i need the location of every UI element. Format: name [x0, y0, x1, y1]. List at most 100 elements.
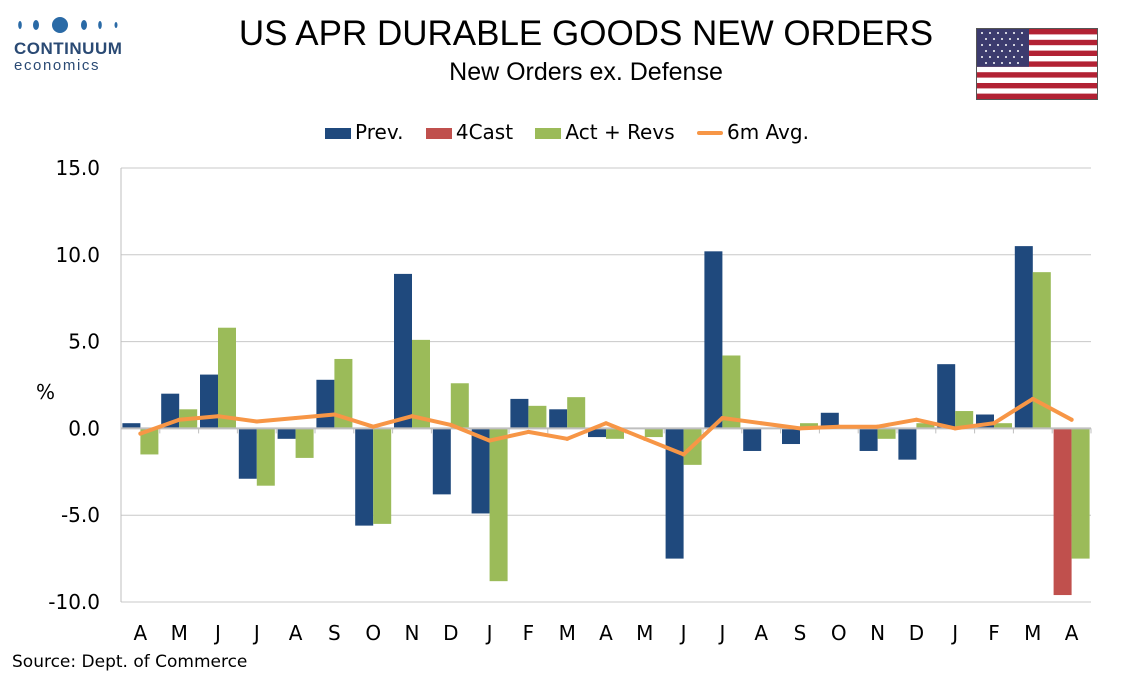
bar-act-revs [1071, 428, 1090, 559]
bar-act-revs [994, 423, 1012, 429]
point-6m-avg [1069, 417, 1074, 422]
bar-prev [1014, 246, 1033, 429]
x-tick-label: M [171, 621, 188, 645]
bar-prev [355, 428, 374, 526]
point-6m-avg [216, 414, 220, 419]
bar-act-revs [800, 423, 818, 429]
x-tick-label: A [289, 621, 303, 645]
legend-item-4cast: 4Cast [425, 119, 514, 144]
legend-label-prev: Prev. [355, 119, 404, 144]
legend-swatch-4cast [425, 127, 452, 139]
point-6m-avg [992, 421, 996, 426]
legend-label-4cast: 4Cast [455, 119, 514, 144]
point-6m-avg [914, 417, 919, 422]
point-6m-avg [720, 415, 725, 420]
x-tick-label: J [252, 621, 260, 645]
point-6m-avg [798, 426, 802, 431]
bar-prev [898, 428, 917, 460]
bar-prev [471, 428, 490, 514]
x-tick-label: A [134, 621, 148, 645]
bar-act-revs [373, 428, 392, 524]
bar-prev [432, 428, 451, 495]
chart-title: US APR DURABLE GOODS NEW ORDERS [238, 14, 934, 53]
point-6m-avg [410, 414, 414, 419]
bar-prev [549, 409, 568, 429]
x-tick-label: O [365, 621, 381, 645]
x-tick-label: A [599, 621, 613, 645]
bar-prev [510, 398, 529, 429]
bar-act-revs [412, 339, 430, 429]
source-note: Source: Dept. of Commerce [12, 652, 248, 672]
y-tick-label: -10.0 [48, 590, 100, 614]
bar-act-revs [528, 405, 547, 429]
bar-prev [937, 364, 956, 429]
point-6m-avg [759, 421, 764, 426]
y-tick-label: 15.0 [55, 156, 100, 180]
y-tick-label: -5.0 [61, 503, 100, 527]
bar-act-revs [916, 423, 935, 429]
bar-act-revs [489, 428, 508, 582]
legend-item-actual: Act + Revs [535, 119, 675, 144]
bar-act-revs [567, 397, 586, 429]
point-6m-avg [1030, 396, 1035, 401]
bar-act-revs [606, 428, 624, 439]
point-6m-avg [138, 431, 143, 436]
bar-act-revs [877, 428, 896, 439]
x-tick-label: M [1024, 621, 1041, 645]
x-tick-label: J [213, 621, 221, 645]
bar-prev [588, 428, 606, 438]
bar-act-revs [140, 428, 159, 455]
bar-prev [238, 428, 257, 479]
point-6m-avg [448, 422, 453, 427]
point-6m-avg [565, 436, 570, 441]
x-tick-label: J [485, 621, 493, 645]
point-6m-avg [371, 424, 376, 429]
x-tick-label: N [870, 621, 885, 645]
legend-swatch-prev [325, 127, 352, 139]
x-tick-label: N [405, 621, 420, 645]
point-6m-avg [293, 415, 298, 420]
bar-prev [277, 428, 296, 439]
point-6m-avg [642, 436, 647, 441]
legend-item-6m-avg: 6m Avg. [696, 120, 809, 144]
us-flag-icon [976, 28, 1098, 100]
point-6m-avg [487, 438, 492, 443]
bar-act-revs [722, 355, 741, 429]
x-tick-label: J [950, 621, 958, 645]
point-6m-avg [526, 429, 531, 434]
x-tick-label: F [523, 621, 535, 645]
bar-prev [394, 273, 412, 429]
brand-name: CONTINUUM [14, 39, 123, 58]
bar-prev [200, 374, 218, 429]
chart-subtitle: New Orders ex. Defense [449, 58, 723, 86]
point-6m-avg [953, 426, 958, 431]
point-6m-avg [604, 421, 608, 426]
legend-swatch-6m-avg [696, 131, 723, 135]
chart-legend: Prev. 4Cast Act + Revs 6m Avg. [0, 118, 1134, 144]
x-tick-label: D [443, 621, 458, 645]
bar-act-revs [644, 428, 663, 438]
bar-act-revs [955, 411, 974, 429]
bar-act-revs [218, 327, 236, 429]
bar-prev [782, 428, 800, 445]
x-tick-label: O [831, 621, 847, 645]
legend-swatch-actual [535, 127, 562, 139]
legend-label-actual: Act + Revs [565, 119, 675, 144]
x-tick-label: M [636, 621, 653, 645]
bar-act-revs [1032, 272, 1051, 429]
x-tick-label: A [754, 621, 768, 645]
x-tick-label: D [909, 621, 924, 645]
bar-prev [743, 428, 762, 451]
bar-prev [704, 251, 723, 429]
x-tick-label: F [988, 621, 1000, 645]
x-tick-label: S [794, 621, 807, 645]
x-tick-label: J [679, 621, 687, 645]
x-tick-label: A [1065, 621, 1079, 645]
x-tick-label: J [717, 621, 725, 645]
point-6m-avg [875, 424, 880, 429]
bar-prev [859, 428, 878, 451]
bar-act-revs [334, 358, 353, 429]
point-6m-avg [836, 424, 841, 429]
bar-act-revs [450, 383, 469, 429]
brand-subname: economics [14, 57, 101, 74]
